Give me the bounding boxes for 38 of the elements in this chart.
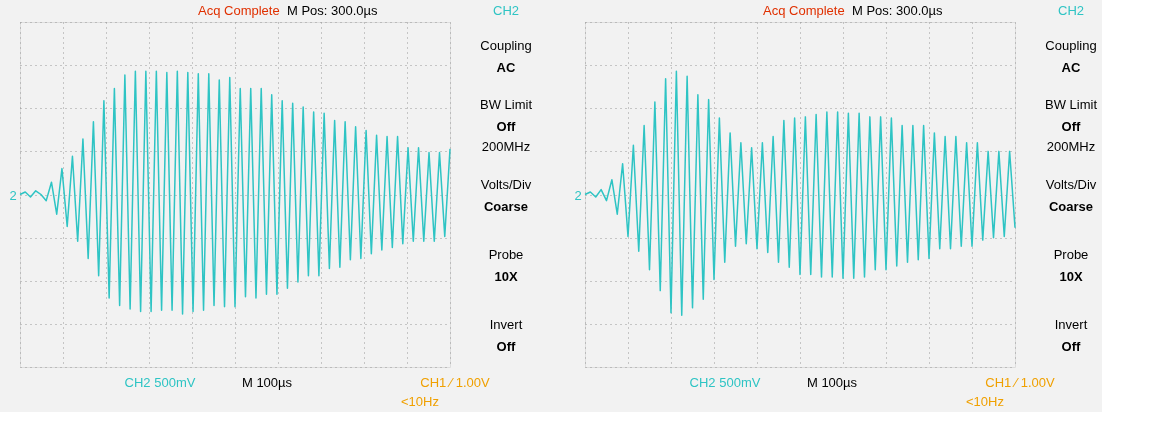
text: 200MHz xyxy=(481,139,531,154)
text: M 100µs xyxy=(806,375,858,390)
text: BW Limit xyxy=(480,97,533,112)
text: 10X xyxy=(494,269,518,284)
text: AC xyxy=(496,60,516,75)
text: Off xyxy=(1061,119,1082,134)
text: Coupling xyxy=(1045,38,1097,53)
text: Acq Complete xyxy=(763,3,845,18)
text: Off xyxy=(496,339,517,354)
text: Acq Complete xyxy=(198,3,280,18)
text: AC xyxy=(1061,60,1081,75)
text: M 100µs xyxy=(241,375,293,390)
text: BW Limit xyxy=(1045,97,1098,112)
text: <10Hz xyxy=(966,394,1004,409)
text: M Pos: 300.0µs xyxy=(287,3,379,18)
text: CH2 500mV xyxy=(689,375,761,390)
text: 2 xyxy=(9,188,17,203)
text: Volts/Div xyxy=(1045,177,1097,192)
text: CH2 500mV xyxy=(124,375,196,390)
text: CH2 xyxy=(1057,3,1085,18)
text: Probe xyxy=(488,247,524,262)
text: Coarse xyxy=(1048,199,1094,214)
text: 2 xyxy=(574,188,582,203)
text: 10X xyxy=(1059,269,1083,284)
text: <10Hz xyxy=(401,394,439,409)
text: M Pos: 300.0µs xyxy=(852,3,944,18)
text: Coupling xyxy=(480,38,532,53)
text: CH2 xyxy=(492,3,520,18)
text: Invert xyxy=(489,317,523,332)
text: Off xyxy=(496,119,517,134)
text: Coarse xyxy=(483,199,529,214)
text: Off xyxy=(1061,339,1082,354)
text: Volts/Div xyxy=(480,177,532,192)
text: CH1 ∕ 1.00V xyxy=(420,375,491,390)
text: 200MHz xyxy=(1046,139,1096,154)
text: Invert xyxy=(1054,317,1088,332)
text: Probe xyxy=(1053,247,1089,262)
text: CH1 ∕ 1.00V xyxy=(985,375,1056,390)
